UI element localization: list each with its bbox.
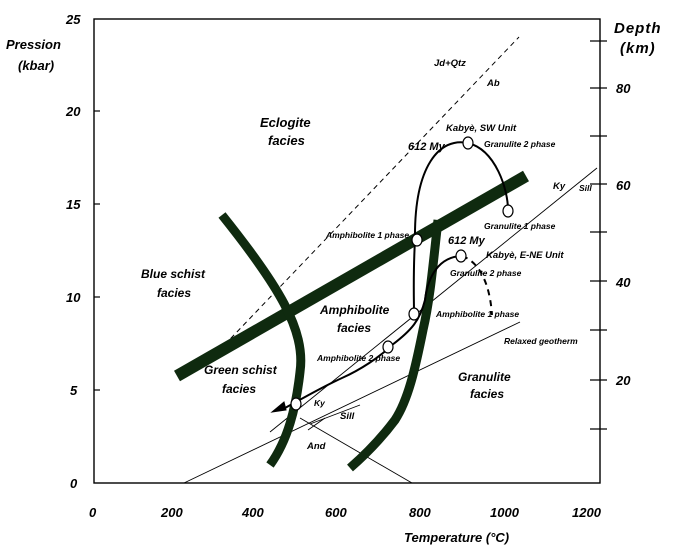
amphibolite1-ene-label: Amphibolite 1 phase — [435, 309, 519, 319]
depth-axis-title: Depth — [614, 20, 662, 37]
node-amphibolite1-sw — [411, 233, 423, 247]
eclogite-boundary — [174, 170, 529, 382]
y-axis-ticks — [94, 110, 100, 391]
node-granulite2-sw — [462, 136, 474, 150]
greenschist-facies-label: Green schist — [204, 363, 278, 377]
granulite-facies-label: Granulite — [458, 370, 511, 384]
y-tick-label: 15 — [66, 197, 81, 212]
kabye-sw-label: Kabyè, SW Unit — [446, 123, 517, 134]
y-tick-label: 10 — [66, 290, 81, 305]
greenschist-facies-label-2: facies — [222, 382, 256, 396]
amphibolite1-sw-label: Amphibolite 1 phase — [325, 230, 409, 240]
x-tick-label: 800 — [409, 505, 431, 520]
x-tick-label: 0 — [89, 505, 97, 520]
y-tick-label: 0 — [70, 476, 78, 491]
path-nodes — [290, 136, 514, 411]
x-tick-label: 600 — [325, 505, 347, 520]
ab-label: Ab — [486, 78, 500, 89]
amphibolite-facies-label: Amphibolite — [319, 303, 390, 317]
amphibolite-facies-label-2: facies — [337, 321, 371, 335]
node-amphibolite2 — [382, 340, 394, 354]
granulite1-sw-label: Granulite 1 phase — [484, 221, 556, 231]
y-axis-title: Pression — [6, 37, 61, 52]
node-amphibolite1-ene — [408, 307, 420, 321]
node-granulite2-ene — [455, 249, 467, 263]
granulite2-sw-label: Granulite 2 phase — [484, 139, 556, 149]
lower-sill-line — [309, 404, 361, 425]
y-axis-title-unit: (kbar) — [18, 58, 54, 73]
amphibolite2-label: Amphibolite 2 phase — [316, 353, 400, 363]
depth-tick-label: 40 — [615, 275, 631, 290]
granulite-facies-label-2: facies — [470, 387, 504, 401]
and-label: And — [306, 441, 326, 452]
node-granulite1-sw — [502, 204, 514, 218]
relaxed-geotherm-line — [183, 321, 521, 484]
depth-axis-ticks — [590, 40, 607, 430]
ky-right-label: Ky — [553, 181, 566, 192]
ky-and-line — [307, 417, 326, 431]
sw-path-line — [412, 141, 509, 314]
depth-tick-label: 80 — [616, 81, 631, 96]
x-tick-label: 1200 — [572, 505, 602, 520]
x-tick-label: 1000 — [490, 505, 520, 520]
ky-left-label: Ky — [314, 398, 326, 408]
node-greenschist — [290, 397, 302, 411]
granulite2-ene-label: Granulite 2 phase — [450, 268, 522, 278]
jd-qtz-label: Jd+Qtz — [434, 58, 466, 69]
y-tick-label: 25 — [65, 12, 81, 27]
thin-reaction-lines — [183, 167, 598, 484]
greenschist-boundary — [218, 212, 306, 468]
plot-frame — [93, 18, 601, 484]
ky-sill-line — [269, 167, 598, 433]
sill-left-label: Sill — [340, 411, 355, 422]
x-tick-label: 200 — [160, 505, 183, 520]
path-arrow-head — [270, 401, 287, 413]
blueschist-facies-label-2: facies — [157, 286, 191, 300]
depth-tick-label: 20 — [615, 373, 631, 388]
pt-path-sw-unit — [412, 141, 509, 314]
age-sw-label: 612 My — [408, 141, 446, 153]
age-ene-label: 612 My — [448, 235, 486, 247]
relaxed-geotherm-label: Relaxed geotherm — [504, 336, 578, 346]
y-tick-label: 20 — [65, 104, 81, 119]
x-tick-label: 400 — [241, 505, 264, 520]
sill-right-label: Sill — [579, 183, 592, 193]
eclogite-facies-label-2: facies — [268, 133, 305, 148]
depth-tick-label: 60 — [616, 178, 631, 193]
and-sill-line — [299, 417, 413, 484]
eclogite-facies-label: Eclogite — [260, 115, 311, 130]
jd-qtz-ab-reaction-line — [211, 36, 520, 359]
y-tick-label: 5 — [70, 383, 78, 398]
depth-axis-title-unit: (km) — [620, 40, 656, 57]
ene-path-dashed — [461, 255, 493, 316]
kabye-ene-label: Kabyè, E-NE Unit — [486, 250, 564, 261]
blueschist-facies-label: Blue schist — [141, 267, 206, 281]
x-axis-title: Temperature (°C) — [404, 530, 509, 545]
